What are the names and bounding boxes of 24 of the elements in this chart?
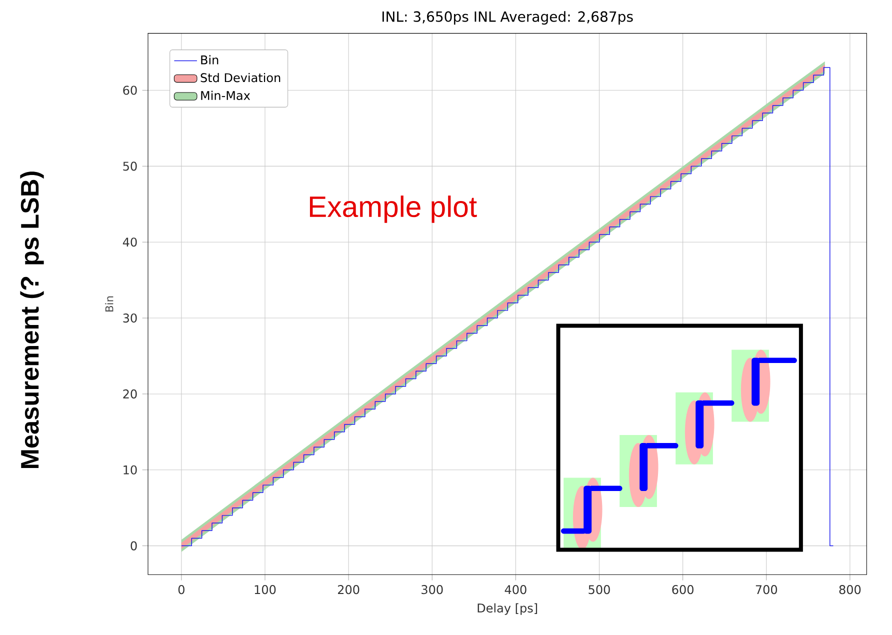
x-tick-label: 500 — [588, 585, 610, 594]
y-tick-label: 10 — [124, 466, 137, 475]
y-tick-label: 0 — [130, 541, 137, 551]
y-tick-label: 30 — [123, 314, 137, 323]
x-tick-label: 100 — [254, 585, 276, 594]
chart-title: INL: 3,650ps INL Averaged: 2,687ps — [382, 11, 633, 25]
y-tick-label: 50 — [123, 162, 137, 171]
x-tick-label: 0 — [178, 585, 184, 594]
legend-label: Bin — [201, 55, 218, 64]
legend-label: Min-Max — [201, 90, 250, 100]
x-tick-label: 600 — [672, 585, 694, 594]
x-tick-label: 300 — [422, 585, 443, 594]
legend-label: Std Deviation — [200, 73, 280, 82]
x-axis-title: Delay [ps] — [478, 603, 538, 616]
annotation: Example plot — [310, 196, 477, 224]
y-axis-title: Bin — [105, 296, 114, 312]
x-tick-label: 400 — [504, 585, 526, 594]
y-tick-label: 40 — [122, 238, 137, 247]
x-tick-label: 200 — [338, 585, 360, 594]
y-tick-label: 60 — [123, 86, 137, 95]
x-tick-label: 700 — [756, 585, 778, 594]
y-tick-label: 20 — [123, 390, 137, 399]
x-tick-label: 800 — [839, 585, 861, 594]
text: Measurement (? ps LSB) — [20, 172, 44, 468]
